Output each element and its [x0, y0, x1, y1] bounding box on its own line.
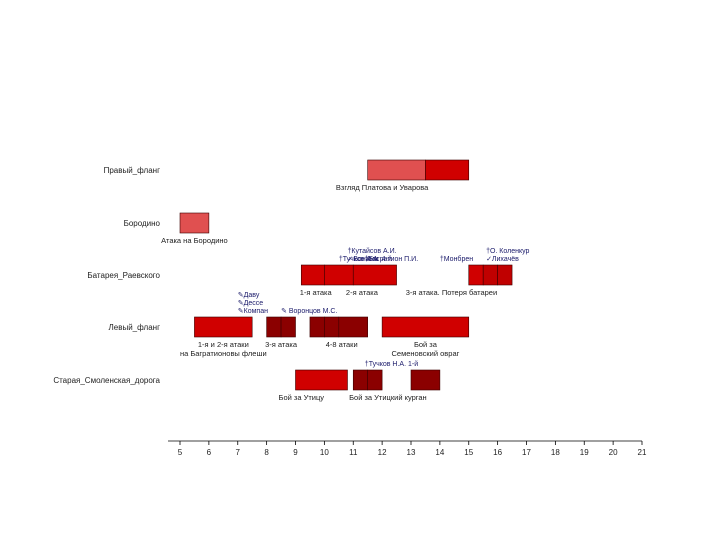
bar-label-line: Бой за Утицкий курган [349, 393, 427, 402]
annotation-label: †Монбрен [440, 255, 473, 263]
bar-labels-layer: Взгляд Платова и Уварова Атака на Бородин… [161, 183, 497, 402]
annotation-line: †Тучков А.А. 4-й [339, 255, 392, 263]
x-tick-label: 7 [236, 448, 241, 457]
x-tick-label: 8 [264, 448, 269, 457]
x-tick-label: 21 [638, 448, 647, 457]
annotation-line: †О. Коленкур [486, 248, 529, 255]
annotation-line: ✎ Воронцов М.С. [281, 308, 337, 315]
x-tick-label: 17 [522, 448, 531, 457]
bars-layer [179, 159, 513, 391]
bar-label: Атака на Бородино [161, 236, 228, 245]
timeline-bar [381, 316, 470, 338]
category-label: Батарея_Раевского [87, 271, 160, 280]
annotation-line: ✓Лихачёв [486, 256, 519, 263]
bar-label: Бой за Утицкий курган [349, 393, 427, 402]
x-tick-label: 6 [207, 448, 212, 457]
x-tick-label: 5 [178, 448, 183, 457]
timeline-bar [425, 159, 470, 181]
bar-label: 1-я атака [300, 288, 333, 297]
bar-label: 3-я атака [265, 340, 298, 349]
bar-label-line: Бой за Утицу [279, 393, 325, 402]
annotation-line: †Тучков Н.А. 1-й [365, 360, 418, 368]
bar-label: 3-я атака. Потеря батареи [406, 288, 497, 297]
timeline-bar [324, 264, 354, 286]
timeline-bar [468, 264, 484, 286]
annotation-line: ✓Бонами [347, 256, 378, 263]
bar-label-line: 3-я атака [265, 340, 298, 349]
timeline-bar [482, 264, 498, 286]
bar-label-line: Бой за [414, 340, 438, 349]
x-tick-label: 16 [493, 448, 502, 457]
bar-label: 1-я и 2-я атаки на Багратионовы флеши [180, 340, 267, 358]
timeline-bar [352, 264, 397, 286]
x-tick-label: 10 [320, 448, 329, 457]
annotation-label: †О. Коленкур ✓Лихачёв [486, 248, 529, 263]
timeline-bar [367, 369, 383, 391]
bar-label-line: 4-8 атаки [326, 340, 358, 349]
x-tick-label: 18 [551, 448, 560, 457]
x-tick-label: 20 [609, 448, 618, 457]
bar-label-line: 1-я и 2-я атаки [198, 340, 249, 349]
bar-label-line: Взгляд Платова и Уварова [336, 183, 429, 192]
annotation-line: ✎Компан [238, 308, 268, 315]
annotation-label: ✎Даву ✎Дессе ✎Компан [238, 292, 268, 315]
bar-label-line: 3-я атака. Потеря батареи [406, 288, 497, 297]
timeline-bar [367, 159, 426, 181]
annotation-line: †Кутайсов А.И. [347, 247, 396, 255]
timeline-bar [280, 316, 296, 338]
annotation-label: ✎ Воронцов М.С. [281, 308, 337, 315]
bar-label-line: на Багратионовы флеши [180, 349, 267, 358]
annotation-line: ✎Дессе [238, 300, 263, 307]
timeline-bar [410, 369, 441, 391]
bar-label: 4-8 атаки [326, 340, 358, 349]
x-tick-label: 19 [580, 448, 589, 457]
annotation-label: †Тучков Н.А. 1-й [365, 360, 418, 368]
annotation-line: ✎Даву [238, 292, 260, 299]
timeline-bar [497, 264, 513, 286]
x-tick-label: 15 [464, 448, 473, 457]
x-tick-label: 9 [293, 448, 298, 457]
timeline-bar [338, 316, 368, 338]
x-tick-label: 14 [435, 448, 444, 457]
timeline-bar [309, 316, 325, 338]
timeline-bar [295, 369, 348, 391]
annotations-layer: †Кутайсов А.И. ✓Бонами †Монбрен †О. Коленку… [238, 247, 530, 368]
category-label: Старая_Смоленская_дорога [53, 376, 160, 385]
category-labels-layer: Правый_фланг Бородино Батарея_Раевского Лев… [53, 166, 160, 385]
annotation-label: †Кутайсов А.И. ✓Бонами [347, 247, 396, 263]
annotation-label: †Багратион П.И. [365, 256, 418, 263]
bar-label: 2-я атака [346, 288, 379, 297]
bar-label: Бой за Семеновский овраг [392, 340, 460, 358]
category-label: Бородино [124, 219, 161, 228]
bar-label: Взгляд Платова и Уварова [336, 183, 429, 192]
x-tick-label: 11 [349, 448, 358, 457]
timeline-bar [300, 264, 325, 286]
timeline-bar [324, 316, 340, 338]
bar-label-line: Семеновский овраг [392, 349, 460, 358]
annotation-line: †Монбрен [440, 255, 473, 263]
timeline-bar [266, 316, 282, 338]
bar-label-line: 1-я атака [300, 288, 333, 297]
annotation-line: †Багратион П.И. [365, 256, 418, 263]
timeline-bar [179, 212, 210, 234]
x-tick-label: 12 [378, 448, 387, 457]
category-label: Правый_фланг [104, 166, 161, 175]
x-tick-label: 13 [407, 448, 416, 457]
timeline-bar [194, 316, 253, 338]
bar-label: Бой за Утицу [279, 393, 325, 402]
annotation-label: †Тучков А.А. 4-й [339, 255, 392, 263]
timeline-bar [352, 369, 368, 391]
x-axis: 5 6 7 8 9 10 11 12 13 14 15 16 17 18 19 20 21 [168, 440, 647, 457]
bar-label-line: 2-я атака [346, 288, 379, 297]
bar-label-line: Атака на Бородино [161, 236, 228, 245]
category-label: Левый_фланг [109, 323, 161, 332]
